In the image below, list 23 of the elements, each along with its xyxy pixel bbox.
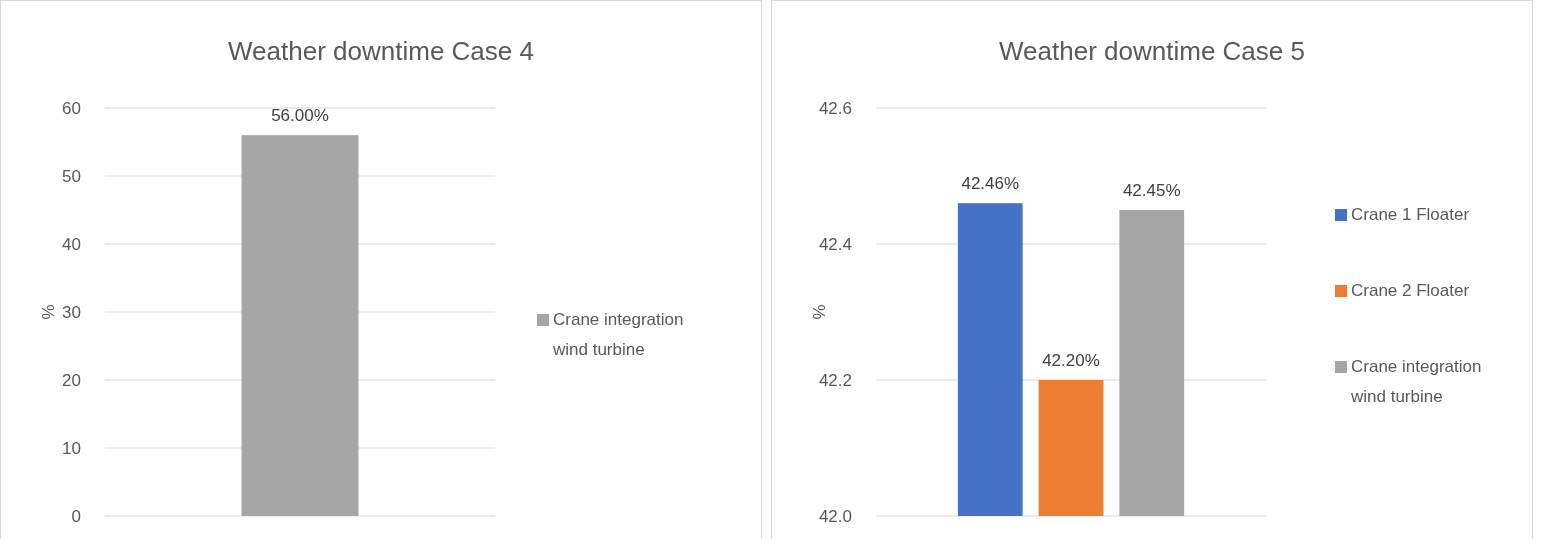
y-tick-label: 42.6	[818, 99, 852, 118]
y-tick-label: 20	[62, 371, 81, 390]
y-tick-label: 42.0	[818, 507, 852, 526]
chart-title: Weather downtime Case 5	[999, 36, 1305, 66]
y-tick-label: 40	[62, 235, 81, 254]
chart-title: Weather downtime Case 4	[228, 36, 534, 66]
y-axis-title: %	[810, 304, 829, 320]
y-tick-label: 60	[62, 99, 81, 118]
y-tick-label: 50	[62, 167, 81, 186]
y-tick-label: 0	[71, 507, 81, 526]
data-label: 56.00%	[271, 106, 329, 126]
data-label: 42.45%	[1122, 181, 1181, 200]
legend-label: Crane integration wind turbine	[552, 310, 684, 359]
data-label: 42.46%	[961, 174, 1020, 194]
y-tick-label: 42.4	[818, 235, 852, 254]
data-label: 42.20%	[1042, 351, 1100, 370]
legend-label: Crane 1 Floater	[1351, 205, 1470, 224]
y-tick-label: 42.2	[818, 371, 852, 390]
legend-label: Crane integration wind turbine	[1350, 357, 1482, 406]
y-tick-label: 30	[62, 303, 81, 322]
y-axis-title: %	[39, 304, 58, 320]
y-tick-label: 10	[62, 439, 81, 458]
legend-label: Crane 2 Floater	[1351, 281, 1470, 300]
